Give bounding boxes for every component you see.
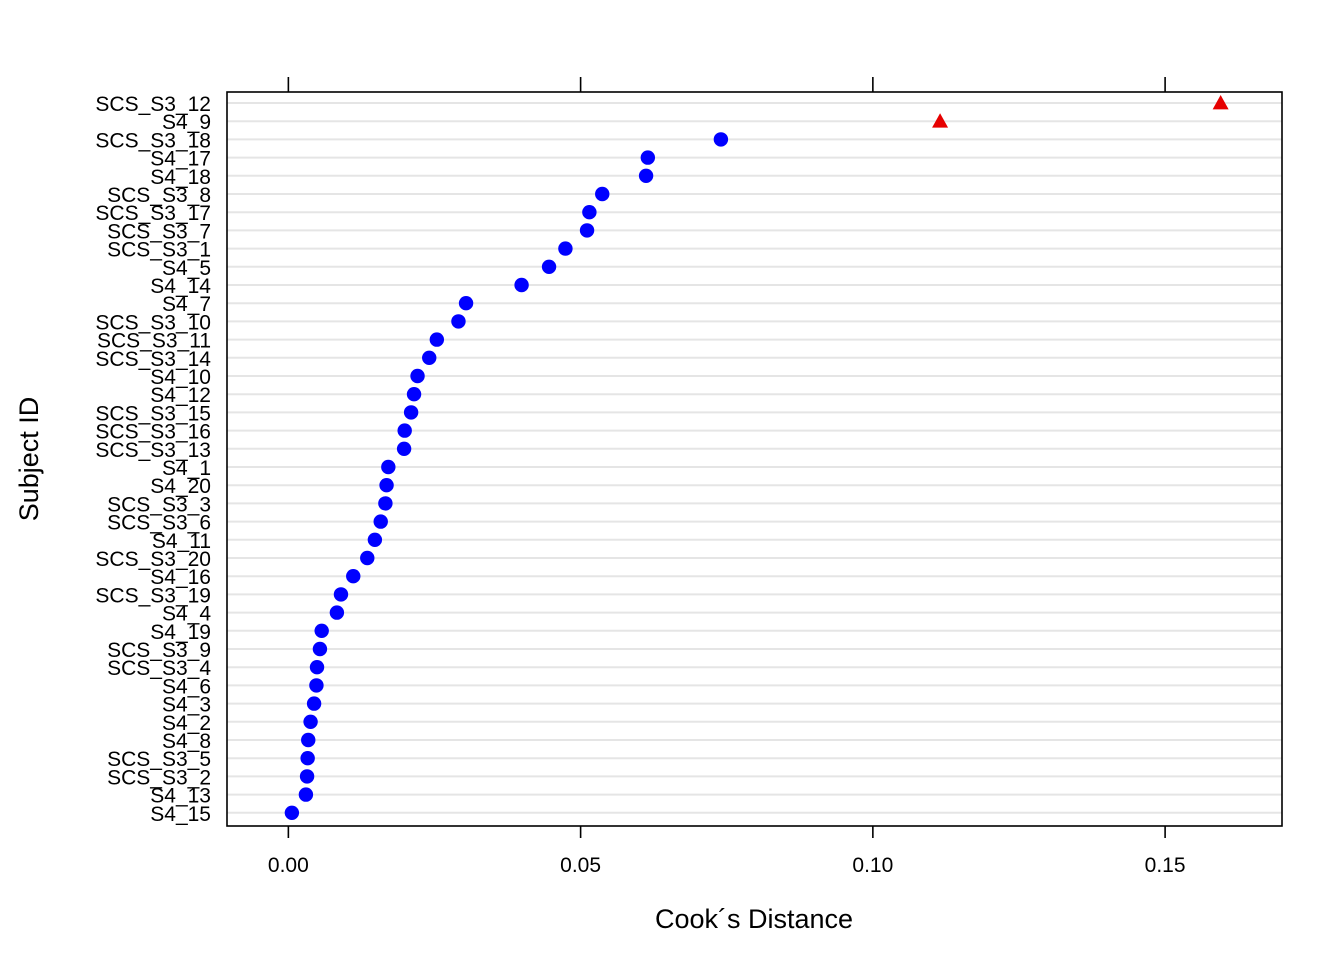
y-tick-label: S4_16 xyxy=(150,566,211,589)
y-tick-label: S4_18 xyxy=(150,166,211,189)
y-tick-label: S4_8 xyxy=(162,730,211,753)
data-point xyxy=(582,205,597,220)
data-point xyxy=(397,423,412,438)
y-tick-label: SCS_S3_12 xyxy=(95,93,211,116)
y-tick-label: SCS_S3_1 xyxy=(107,239,211,262)
data-point xyxy=(640,150,656,165)
data-point xyxy=(406,387,422,402)
y-tick-label: SCS_S3_4 xyxy=(107,657,211,680)
data-point xyxy=(403,405,419,420)
y-tick-label: S4_19 xyxy=(150,621,211,644)
x-tick-label: 0.00 xyxy=(268,854,309,877)
data-point xyxy=(284,805,300,820)
data-point xyxy=(346,569,361,584)
data-point xyxy=(329,605,345,620)
data-point xyxy=(309,678,324,693)
data-point xyxy=(558,241,573,256)
y-tick-label: SCS_S3_10 xyxy=(95,311,211,334)
x-tick-label: 0.15 xyxy=(1145,854,1186,877)
y-tick-label: S4_2 xyxy=(162,712,211,735)
y-tick-label: SCS_S3_2 xyxy=(107,766,211,789)
y-tick-label: S4_14 xyxy=(150,275,211,298)
x-axis: 0.00 0.05 0.10 0.15 xyxy=(268,77,1186,877)
y-tick-label: SCS_S3_17 xyxy=(95,202,211,225)
data-point xyxy=(579,223,595,238)
outlier-point xyxy=(1212,95,1229,110)
data-point xyxy=(713,132,729,147)
data-point xyxy=(422,350,437,365)
x-axis-title: Cook´s Distance xyxy=(655,904,853,934)
y-tick-label: SCS_S3_3 xyxy=(107,493,211,516)
data-point xyxy=(299,769,315,784)
y-tick-label: S4_13 xyxy=(150,785,211,808)
y-tick-label: SCS_S3_11 xyxy=(97,330,211,353)
data-point xyxy=(379,478,394,493)
y-tick-label: S4_10 xyxy=(150,366,211,389)
y-tick-label: SCS_S3_14 xyxy=(95,348,211,371)
y-tick-label: S4_12 xyxy=(150,384,211,407)
data-point xyxy=(300,751,315,766)
y-tick-label: SCS_S3_8 xyxy=(107,184,211,207)
y-axis-title: Subject ID xyxy=(14,397,44,522)
y-axis: SCS_S3_12S4_9SCS_S3_18S4_17S4_18SCS_S3_8… xyxy=(95,93,211,826)
y-tick-label: S4_15 xyxy=(150,803,211,826)
data-point xyxy=(360,550,375,566)
x-tick-label: 0.05 xyxy=(560,854,601,877)
y-tick-label: S4_6 xyxy=(162,675,211,698)
y-tick-label: S4_1 xyxy=(162,457,211,480)
plot-frame xyxy=(226,91,1283,827)
data-point xyxy=(451,314,466,329)
y-tick-label: S4_20 xyxy=(150,475,211,498)
y-tick-label: S4_9 xyxy=(162,111,211,134)
data-point xyxy=(306,696,322,711)
data-point xyxy=(458,296,474,311)
data-point xyxy=(595,186,610,202)
y-tick-label: SCS_S3_7 xyxy=(107,220,211,243)
data-point xyxy=(303,714,318,729)
y-tick-label: SCS_S3_13 xyxy=(95,439,211,462)
data-point xyxy=(367,532,383,547)
y-tick-label: SCS_S3_18 xyxy=(95,129,211,152)
data-point xyxy=(410,368,425,384)
y-tick-label: S4_11 xyxy=(152,530,211,553)
y-tick-label: S4_7 xyxy=(162,293,211,316)
data-points xyxy=(284,95,1229,820)
y-tick-label: S4_3 xyxy=(162,694,211,717)
data-point xyxy=(298,787,314,802)
y-tick-label: SCS_S3_6 xyxy=(107,512,211,535)
y-tick-label: S4_17 xyxy=(150,148,211,171)
outlier-point xyxy=(932,113,949,128)
y-tick-label: SCS_S3_5 xyxy=(107,748,211,771)
x-tick-label: 0.10 xyxy=(852,854,893,877)
data-point xyxy=(514,277,529,293)
y-tick-label: S4_5 xyxy=(162,257,211,280)
y-tick-label: SCS_S3_19 xyxy=(95,584,211,607)
data-point xyxy=(301,732,316,748)
y-tick-label: SCS_S3_9 xyxy=(107,639,211,662)
data-point xyxy=(309,660,325,675)
data-point xyxy=(333,587,349,602)
y-tick-label: SCS_S3_16 xyxy=(95,421,211,444)
data-point xyxy=(373,514,388,529)
data-point xyxy=(429,332,445,347)
data-point xyxy=(314,623,329,638)
data-point xyxy=(638,168,654,183)
data-point xyxy=(312,641,328,657)
y-tick-label: SCS_S3_15 xyxy=(95,402,211,425)
y-tick-label: S4_4 xyxy=(162,603,211,626)
y-tick-label: SCS_S3_20 xyxy=(95,548,211,571)
data-point xyxy=(396,441,412,456)
grid-layer xyxy=(227,102,1282,814)
data-point xyxy=(378,496,393,511)
data-point xyxy=(381,459,396,475)
data-point xyxy=(541,259,557,274)
